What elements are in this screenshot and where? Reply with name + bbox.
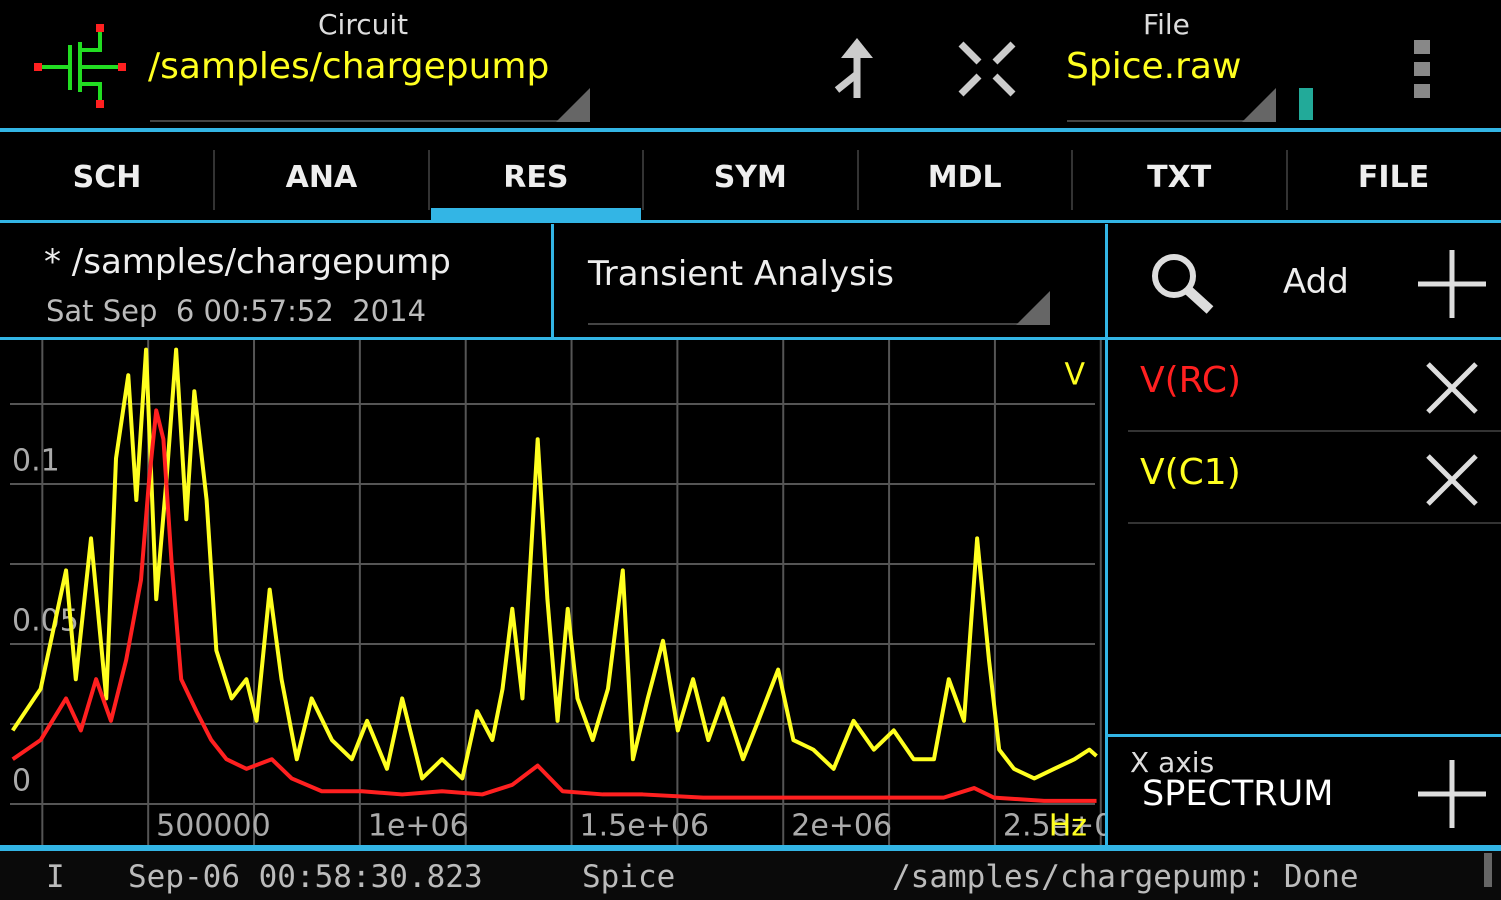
scrollbar [1484, 853, 1492, 887]
tab[interactable]: SYM [713, 160, 787, 195]
tab[interactable]: TXT [1147, 160, 1212, 195]
divider [0, 845, 1501, 851]
overflow-menu[interactable] [1410, 38, 1436, 100]
status-source: Spice [582, 859, 676, 895]
tab-separator [213, 150, 216, 210]
dropdown-corner [1242, 88, 1276, 122]
route-button[interactable] [825, 38, 880, 100]
x-tick-label: 1.5e+06 [580, 809, 709, 844]
x-axis-label: X axis [1130, 746, 1215, 779]
search-button[interactable] [1148, 250, 1218, 316]
status-bar: I Sep-06 00:58:30.823 Spice /samples/cha… [0, 851, 1501, 900]
dropdown-underline [150, 120, 588, 122]
status-time: Sep-06 00:58:30.823 [128, 859, 483, 895]
y-tick-label: 0 [12, 764, 31, 799]
status-message: /samples/chargepump: Done [892, 859, 1359, 895]
file-label: File [1143, 8, 1190, 41]
fullscreen-button[interactable] [955, 38, 1019, 100]
close-icon [1426, 454, 1478, 506]
tab-separator [642, 150, 645, 210]
tab[interactable]: SCH [72, 160, 142, 195]
tab-separator [1285, 150, 1288, 210]
divider [0, 337, 1501, 340]
x-tick-label: 2.5e+06 [1003, 809, 1105, 844]
y-tick-label: 0.1 [12, 444, 60, 479]
circuit-label: Circuit [318, 8, 409, 41]
series-line [11, 347, 1098, 781]
divider [1105, 224, 1108, 845]
x-axis-add-button[interactable] [1418, 760, 1486, 828]
remove-signal-button[interactable] [1426, 454, 1478, 506]
add-button[interactable] [1418, 250, 1486, 318]
signal-name: V(RC) [1140, 360, 1242, 401]
progress-indicator [1299, 88, 1313, 120]
tab-separator [856, 150, 859, 210]
divider [0, 220, 1501, 223]
list-separator [1128, 522, 1501, 524]
circuit-info-path: * /samples/chargepump [44, 242, 451, 282]
series-line [11, 408, 1097, 803]
divider [0, 128, 1501, 132]
circuit-info-date: Sat Sep 6 00:57:52 2014 [46, 294, 427, 328]
close-icon [1426, 362, 1478, 414]
dropdown-underline [588, 323, 1048, 325]
divider [551, 224, 554, 338]
x-tick-label: 500000 [156, 809, 271, 844]
file-name[interactable]: Spice.raw [1066, 46, 1242, 87]
x-tick-label: 2e+06 [791, 809, 892, 844]
app-icon [34, 24, 126, 108]
list-separator [1128, 430, 1501, 432]
tab-separator [427, 150, 430, 210]
dropdown-corner [1016, 291, 1050, 325]
circuit-path[interactable]: /samples/chargepump [148, 46, 550, 87]
plot: 5000001e+061.5e+062e+062.5e+0600.050.1VH… [10, 340, 1105, 845]
tab[interactable]: RES [503, 160, 569, 195]
tab-indicator [430, 208, 642, 221]
tab-separator [1071, 150, 1074, 210]
analysis-dropdown[interactable]: Transient Analysis [588, 254, 894, 294]
x-axis-value[interactable]: SPECTRUM [1142, 774, 1334, 814]
divider [1108, 734, 1501, 737]
dropdown-underline [1067, 120, 1273, 122]
y-unit-label: V [1064, 358, 1085, 393]
status-level: I [46, 859, 65, 895]
x-tick-label: 1e+06 [368, 809, 469, 844]
add-label[interactable]: Add [1283, 262, 1349, 302]
remove-signal-button[interactable] [1426, 362, 1478, 414]
tab[interactable]: MDL [927, 160, 1002, 195]
tab[interactable]: ANA [285, 160, 358, 195]
signal-name: V(C1) [1140, 452, 1241, 493]
tab[interactable]: FILE [1357, 160, 1430, 195]
x-unit-label: Hz [1049, 809, 1087, 844]
dropdown-corner [556, 88, 590, 122]
